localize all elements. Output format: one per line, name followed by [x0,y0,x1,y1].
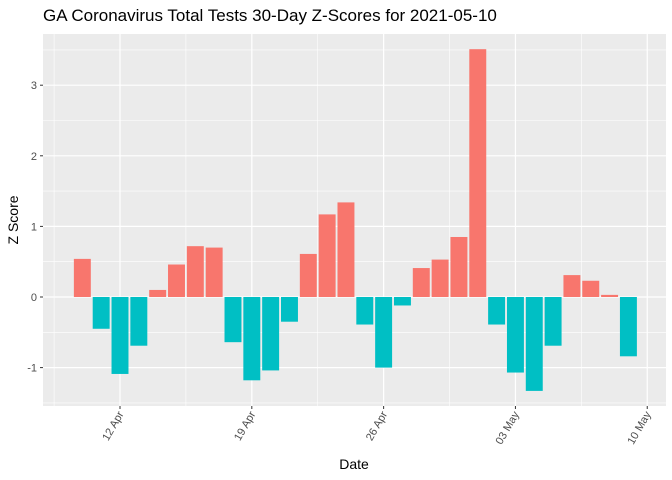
bar [243,297,261,381]
bar [111,297,129,374]
bar [563,275,581,297]
major-gridlines [43,34,666,406]
bar [601,294,619,297]
bar [431,259,449,297]
bar [337,202,355,297]
chart-title: GA Coronavirus Total Tests 30-Day Z-Scor… [43,6,497,25]
bar [506,297,524,373]
bar [73,258,91,297]
bars [73,49,637,391]
bar [186,246,204,297]
bar [393,297,411,306]
x-axis-ticks: 12 Apr 19 Apr 26 Apr 03 May 10 May [100,406,654,447]
bar [619,297,637,357]
bar [450,236,468,297]
y-tick-label: 3 [31,80,37,92]
bar [469,49,487,297]
bar [262,297,280,371]
bar [224,297,242,343]
bar [375,297,393,368]
bar [299,253,317,297]
bar [92,297,110,329]
bar [149,289,167,297]
bar [168,264,185,297]
y-axis-title: Z Score [5,195,21,244]
bar [356,297,374,325]
x-tick-label: 03 May [494,409,523,447]
bar [488,297,506,325]
x-axis-title: Date [339,456,369,472]
y-axis-ticks: -1 0 1 2 3 [27,80,43,375]
bar [318,214,336,297]
bar [205,247,223,297]
bar [412,268,430,297]
x-tick-label: 12 Apr [100,409,126,443]
y-tick-label: 1 [31,221,37,233]
x-tick-label: 26 Apr [364,409,390,443]
y-tick-label: -1 [27,363,37,375]
x-tick-label: 10 May [625,409,654,447]
bar [582,280,600,297]
y-tick-label: 2 [31,151,37,163]
bar [544,297,562,346]
bar [130,297,148,346]
bar [281,297,298,322]
bar [525,297,543,391]
plot-panel [43,34,666,406]
x-tick-label: 19 Apr [232,409,258,443]
y-tick-label: 0 [31,292,37,304]
